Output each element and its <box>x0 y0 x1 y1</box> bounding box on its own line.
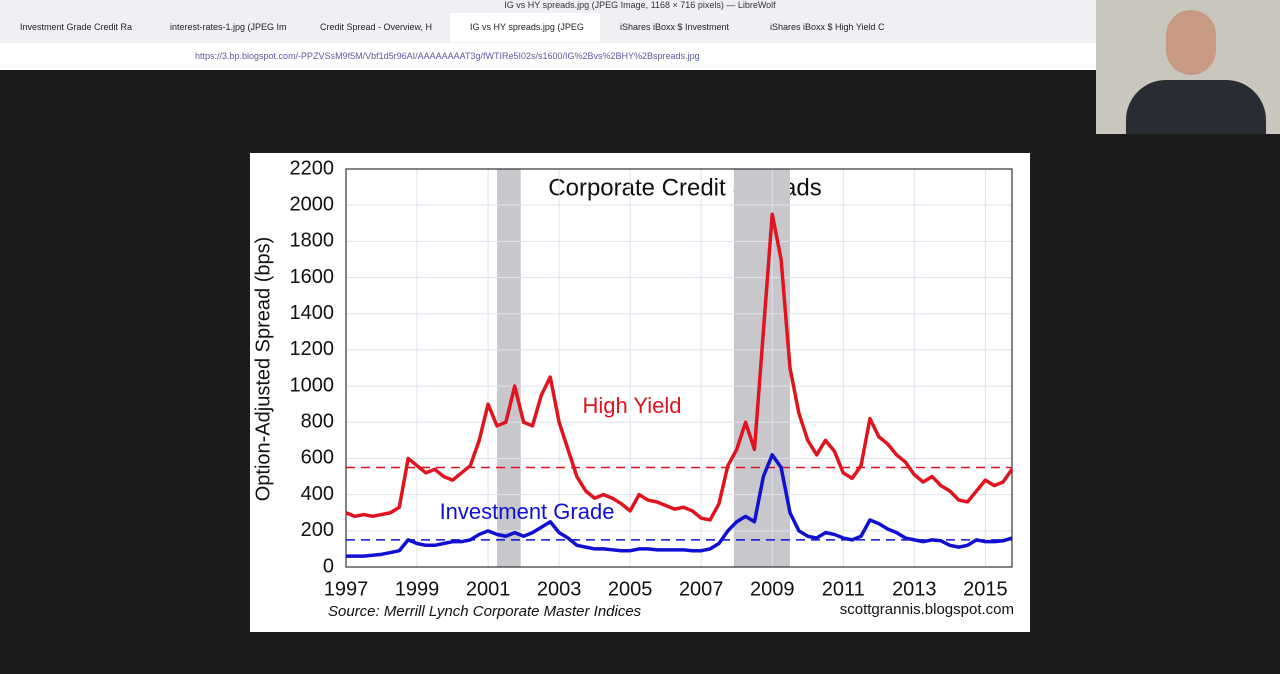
tab[interactable]: Investment Grade Credit Ra <box>20 22 133 32</box>
chart-background <box>250 153 1030 632</box>
tab[interactable]: interest-rates-1.jpg (JPEG Im <box>170 22 287 32</box>
y-axis-label: Option-Adjusted Spread (bps) <box>252 237 274 502</box>
y-tick-label: 600 <box>301 447 334 469</box>
url[interactable]: https://3.bp.blogspot.com/-PPZVSsM9f5M/V… <box>195 51 700 61</box>
x-tick-label: 2011 <box>822 578 865 600</box>
tab[interactable]: IG vs HY spreads.jpg (JPEG <box>450 13 600 42</box>
tab[interactable]: iShares iBoxx $ High Yield C <box>770 22 885 32</box>
tab[interactable]: Credit Spread - Overview, H <box>320 22 433 32</box>
source: Source: Merrill Lynch Corporate Master I… <box>328 603 642 620</box>
y-tick-label: 400 <box>301 483 334 505</box>
y-tick-label: 2000 <box>290 193 335 215</box>
x-tick-label: 2005 <box>608 578 653 600</box>
plot-frame <box>345 168 1013 568</box>
tab[interactable]: iShares iBoxx $ Investment <box>620 22 730 32</box>
x-tick-label: 1999 <box>395 578 440 600</box>
x-tick-label: 2009 <box>750 578 795 600</box>
tab-bar: Investment Grade Credit Ra interest-rates… <box>0 13 900 42</box>
window-title: IG vs HY spreads.jpg (JPEG Image, 1168 ×… <box>504 0 776 10</box>
credit: scottgrannis.blogspot.com <box>840 601 1014 618</box>
x-tick-label: 2007 <box>679 578 724 600</box>
y-tick-label: 2200 <box>290 157 335 179</box>
y-tick-label: 1800 <box>290 230 335 252</box>
y-tick-label: 1200 <box>290 338 335 360</box>
x-tick-label: 1997 <box>324 578 369 600</box>
x-tick-label: 2013 <box>892 578 937 600</box>
x-tick-label: 2015 <box>963 578 1008 600</box>
x-tick-label: 2001 <box>466 578 511 600</box>
series-line <box>346 453 1013 558</box>
y-tick-label: 1400 <box>290 302 335 324</box>
y-tick-label: 1600 <box>290 266 335 288</box>
y-tick-label: 800 <box>301 411 334 433</box>
browser-chrome: IG vs HY spreads.jpg (JPEG Image, 1168 ×… <box>0 0 1280 70</box>
y-tick-label: 0 <box>323 555 334 577</box>
series-label: High Yield <box>582 393 681 418</box>
x-tick-label: 2003 <box>537 578 582 600</box>
address-bar[interactable]: https://3.bp.blogspot.com/-PPZVSsM9f5M/V… <box>0 43 1100 70</box>
series-label: Investment Grade <box>440 499 615 524</box>
webcam <box>1096 0 1280 134</box>
series-line <box>345 212 1014 522</box>
y-tick-label: 1000 <box>290 374 335 396</box>
y-tick-label: 200 <box>301 519 334 541</box>
